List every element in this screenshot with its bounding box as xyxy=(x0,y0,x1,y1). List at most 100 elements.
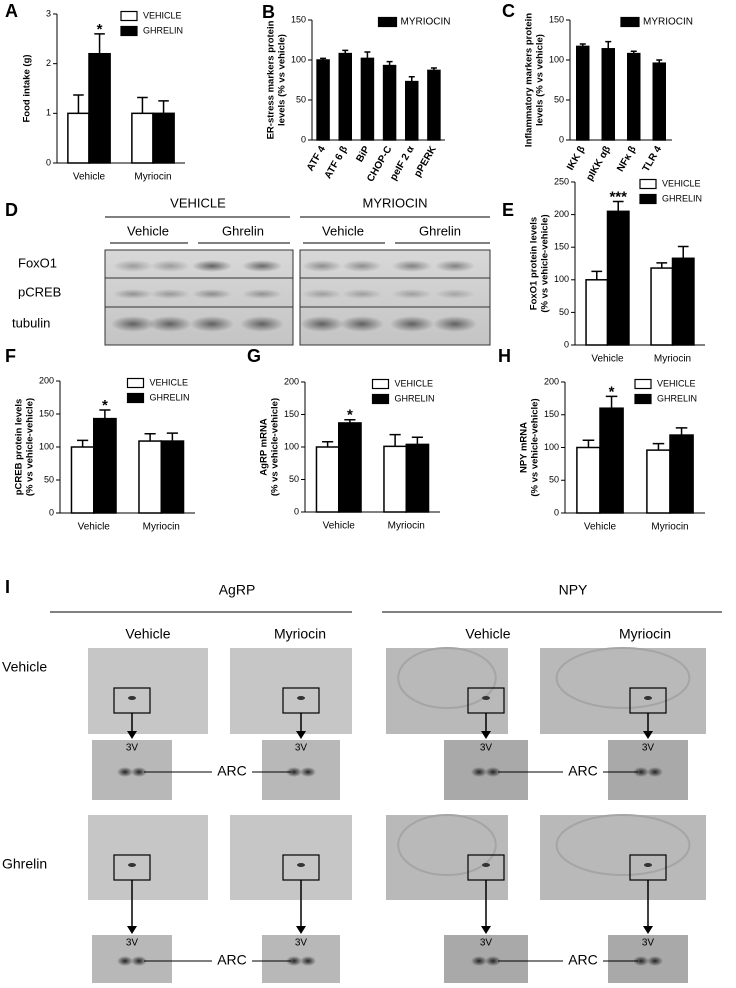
error-bar xyxy=(408,76,415,82)
error-bar xyxy=(582,439,595,448)
x-tick-label: pPERK xyxy=(412,144,439,180)
blot-band xyxy=(302,260,342,272)
y-axis-label: FoxO1 protein levels xyxy=(529,217,540,310)
y-tick-label: 0 xyxy=(294,506,299,516)
bar xyxy=(601,48,615,141)
x-tick-label: Myriocin xyxy=(143,522,180,533)
x-tick-label: Myriocin xyxy=(134,172,171,183)
section-outline xyxy=(555,647,691,709)
roi-signal xyxy=(644,863,652,867)
blot-band xyxy=(300,316,344,332)
section-image xyxy=(88,815,208,900)
y-tick-label: 200 xyxy=(544,376,559,386)
lane-label: Ghrelin xyxy=(222,223,264,238)
section-outline xyxy=(555,814,691,876)
group-label: NPY xyxy=(559,582,588,598)
y-tick-label: 0 xyxy=(559,134,564,144)
bar xyxy=(652,62,666,141)
panel-label: B xyxy=(262,2,275,22)
blot-band xyxy=(435,289,475,299)
y-axis-label: levels (% vs vehicle) xyxy=(535,34,546,126)
blot-band xyxy=(342,260,382,272)
y-tick-label: 100 xyxy=(284,441,299,451)
signal xyxy=(300,956,316,966)
y-tick-label: 50 xyxy=(289,474,299,484)
arrow-head xyxy=(643,731,653,739)
roi-signal xyxy=(482,863,490,867)
error-bar xyxy=(605,40,612,49)
blot-band xyxy=(433,316,477,332)
column-label: Vehicle xyxy=(465,626,510,642)
legend-swatch xyxy=(371,378,390,390)
error-bar xyxy=(411,436,423,445)
legend-label: VEHICLE xyxy=(662,178,701,188)
y-tick-label: 100 xyxy=(291,54,306,64)
ventricle-label: 3V xyxy=(295,938,308,949)
ish-panel: I AgRP NPY Vehicle Myriocin Vehicle Myri… xyxy=(2,577,722,983)
legend-swatch xyxy=(639,193,657,205)
annotation: * xyxy=(102,397,108,414)
blot-band xyxy=(302,289,342,299)
legend-label: GHRELIN xyxy=(662,193,702,203)
y-tick-label: 50 xyxy=(44,474,54,484)
y-tick-label: 100 xyxy=(554,274,569,284)
column-label: Myriocin xyxy=(619,626,671,642)
bar xyxy=(131,112,154,164)
legend-label: GHRELIN xyxy=(143,25,183,35)
x-tick-label: IKK β xyxy=(565,144,588,172)
blot-band xyxy=(242,289,282,299)
signal xyxy=(286,767,302,777)
x-tick-label: pIKK αβ xyxy=(584,144,613,183)
legend-swatch xyxy=(639,178,657,190)
y-tick-label: 150 xyxy=(554,242,569,252)
roi-signal xyxy=(297,863,305,867)
signal xyxy=(471,767,487,777)
panel-label: G xyxy=(247,346,261,366)
ventricle-label: 3V xyxy=(126,743,139,754)
arrow-head xyxy=(643,926,653,934)
y-tick-label: 50 xyxy=(296,94,306,104)
blot-band xyxy=(150,260,190,272)
y-tick-label: 50 xyxy=(549,475,559,485)
bar xyxy=(669,434,694,514)
blot-band xyxy=(148,316,192,332)
arrow-head xyxy=(296,731,306,739)
bar xyxy=(427,69,441,141)
annotation: * xyxy=(347,407,353,424)
legend-swatch xyxy=(634,378,652,390)
blot-group: VEHICLE xyxy=(170,195,226,210)
error-bar xyxy=(675,427,688,436)
bar xyxy=(338,52,352,141)
x-tick-label: Myriocin xyxy=(654,354,691,365)
column-label: Vehicle xyxy=(125,626,170,642)
bar xyxy=(646,449,671,514)
y-tick-label: 3 xyxy=(46,8,51,18)
y-tick-label: 0 xyxy=(301,134,306,144)
panel-label: E xyxy=(502,200,514,220)
legend-swatch xyxy=(126,377,145,389)
error-bar xyxy=(158,100,169,114)
roi-signal xyxy=(644,696,652,700)
y-tick-label: 100 xyxy=(39,441,54,451)
nucleus-label: ARC xyxy=(217,763,247,779)
error-bar xyxy=(591,270,603,280)
legend-swatch xyxy=(120,10,138,22)
bar xyxy=(382,64,397,141)
y-axis-label: (% vs vehicle-vehicle) xyxy=(530,398,541,496)
error-bar xyxy=(94,33,105,54)
error-bar xyxy=(364,51,371,59)
error-bar xyxy=(73,94,84,114)
annotation: * xyxy=(609,383,615,400)
lane-label: Ghrelin xyxy=(419,223,461,238)
group-label: AgRP xyxy=(219,582,256,598)
panel-label: H xyxy=(498,346,511,366)
blot-band xyxy=(390,316,434,332)
ventricle-label: 3V xyxy=(295,743,308,754)
y-tick-label: 50 xyxy=(554,94,564,104)
error-bar xyxy=(322,441,334,447)
roi-signal xyxy=(128,696,136,700)
blot-band xyxy=(192,260,232,272)
bar xyxy=(383,445,408,513)
x-tick-label: Vehicle xyxy=(591,354,624,365)
legend-label: GHRELIN xyxy=(150,392,190,402)
